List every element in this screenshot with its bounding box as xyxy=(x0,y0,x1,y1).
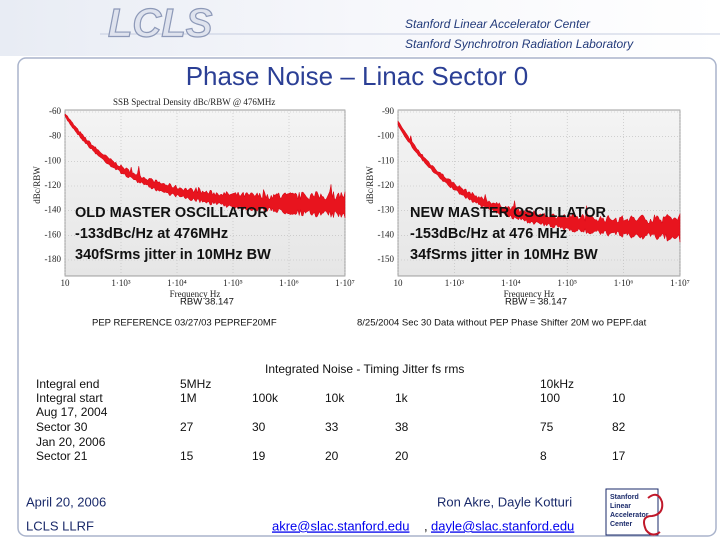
footer-authors: Ron Akre, Dayle Kotturi xyxy=(437,494,572,509)
y-tick-label: -100 xyxy=(45,155,62,165)
cell: 100k xyxy=(252,391,279,405)
y-axis-label: dBc/RBW xyxy=(32,166,42,204)
cell: 15 xyxy=(180,449,194,463)
cell: 10kHz xyxy=(540,377,574,391)
y-tick-label: -150 xyxy=(378,254,395,264)
y-tick-label: -180 xyxy=(45,254,62,264)
x-tick-label: 1·10⁶ xyxy=(614,278,634,288)
y-tick-label: -130 xyxy=(378,205,395,215)
x-axis-label: Frequency Hz xyxy=(170,289,221,299)
logo-text: Accelerator xyxy=(610,512,649,519)
x-tick-label: 1·10⁷ xyxy=(670,278,690,288)
x-tick-label: 1·10⁶ xyxy=(279,278,299,288)
org-line: Stanford Synchrotron Radiation Laborator… xyxy=(405,37,634,51)
plot-title: SSB Spectral Density dBc/RBW @ 476MHz xyxy=(113,97,275,107)
cell: 17 xyxy=(612,449,626,463)
cell: 19 xyxy=(252,449,266,463)
row-label: Sector 30 xyxy=(36,420,88,434)
row-label: Integral end xyxy=(36,377,99,391)
row-label: Integral start xyxy=(36,391,103,405)
y-tick-label: -140 xyxy=(378,229,395,239)
cell: 20 xyxy=(325,449,339,463)
logo-text: Stanford xyxy=(610,494,639,501)
rbw-label: RBW = 38.147 xyxy=(505,297,567,308)
header-band xyxy=(0,0,720,56)
y-tick-label: -90 xyxy=(382,106,394,116)
logo: LCLS xyxy=(108,2,213,46)
x-tick-label: 1·10³ xyxy=(111,278,130,288)
noise-trace xyxy=(397,120,681,243)
cell: 10k xyxy=(325,391,345,405)
plot: SSB Spectral Density dBc/RBW @ 476MHz -60… xyxy=(32,97,355,328)
cell: 20 xyxy=(395,449,409,463)
overlay-text: 340fSrms jitter in 10MHz BW xyxy=(75,247,271,263)
cell: 10 xyxy=(612,391,626,405)
overlay-text: -133dBc/Hz at 476MHz xyxy=(75,226,228,242)
plot: -90 -100 -110 -120 -130 -140 -150 10 1·10³ 1·10⁴ 1… xyxy=(357,106,690,328)
cell: 1k xyxy=(395,391,409,405)
row-label: Sector 21 xyxy=(36,449,88,463)
x-tick-label: 1·10⁴ xyxy=(501,278,521,288)
rbw-label: RBW 38.147 xyxy=(180,297,234,308)
cell: 5MHz xyxy=(180,377,211,391)
y-tick-label: -60 xyxy=(49,106,61,116)
cell: 82 xyxy=(612,420,626,434)
logo-swirl xyxy=(643,493,664,536)
logo-text: Center xyxy=(610,521,632,528)
overlay-text: NEW MASTER OSCILLATOR xyxy=(410,205,607,221)
footer-date: April 20, 2006 xyxy=(26,494,106,509)
cell: 1M xyxy=(180,391,197,405)
cell: 33 xyxy=(325,420,339,434)
x-tick-label: 1·10⁵ xyxy=(223,278,243,288)
overlay-text: -153dBc/Hz at 476 MHz xyxy=(410,226,567,242)
y-tick-label: -120 xyxy=(45,180,62,190)
logo-text: Linear xyxy=(610,503,631,510)
y-tick-label: -110 xyxy=(378,155,395,165)
overlay-text: 34fSrms jitter in 10MHz BW xyxy=(410,247,598,263)
y-tick-label: -100 xyxy=(378,131,395,141)
overlay-text: OLD MASTER OSCILLATOR xyxy=(75,205,268,221)
table-title: Integrated Noise - Timing Jitter fs rms xyxy=(265,362,464,376)
cell: 8 xyxy=(540,449,547,463)
slide-frame xyxy=(17,57,717,537)
x-tick-label: 10 xyxy=(61,278,71,288)
email-separator: , xyxy=(424,518,428,533)
plot-area xyxy=(397,109,681,277)
cell: 100 xyxy=(540,391,560,405)
x-tick-label: 10 xyxy=(394,278,404,288)
y-axis-label: dBc/RBW xyxy=(365,166,375,204)
y-tick-label: -140 xyxy=(45,205,62,215)
noise-trace xyxy=(64,113,346,219)
footer-group: LCLS LLRF xyxy=(26,518,94,533)
plot-caption: PEP REFERENCE 03/27/03 PEPREF20MF xyxy=(92,318,277,329)
cell: 75 xyxy=(540,420,554,434)
y-tick-label: -120 xyxy=(378,180,395,190)
email-link[interactable]: akre@slac.stanford.edu xyxy=(272,518,410,533)
cell: 38 xyxy=(395,420,409,434)
cell: 27 xyxy=(180,420,194,434)
row-label: Aug 17, 2004 xyxy=(36,405,108,419)
x-tick-label: 1·10⁴ xyxy=(167,278,187,288)
cell: 30 xyxy=(252,420,266,434)
slide-title: Phase Noise – Linac Sector 0 xyxy=(186,61,529,91)
plot-caption: 8/25/2004 Sec 30 Data without PEP Phase … xyxy=(357,318,647,329)
x-tick-label: 1·10⁷ xyxy=(335,278,355,288)
x-tick-label: 1·10³ xyxy=(445,278,464,288)
y-tick-label: -80 xyxy=(49,131,61,141)
row-label: Jan 20, 2006 xyxy=(36,435,106,449)
org-line: Stanford Linear Accelerator Center xyxy=(405,17,591,31)
y-tick-label: -160 xyxy=(45,229,62,239)
email-link[interactable]: dayle@slac.stanford.edu xyxy=(431,518,574,533)
x-axis-label: Frequency Hz xyxy=(504,289,555,299)
x-tick-label: 1·10⁵ xyxy=(557,278,577,288)
